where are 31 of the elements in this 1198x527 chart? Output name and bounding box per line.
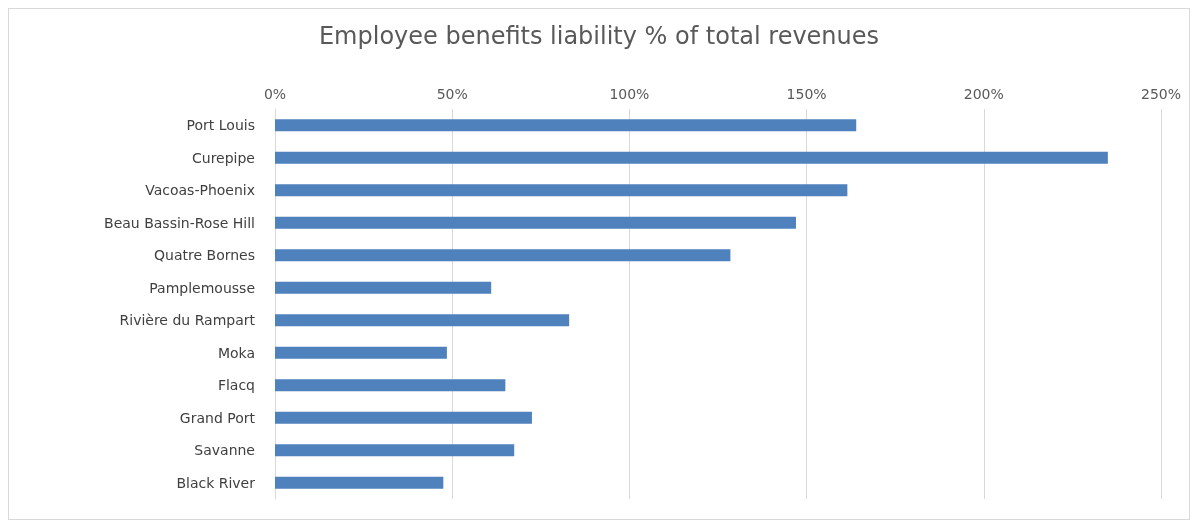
y-tick-label: Vacoas-Phoenix bbox=[145, 182, 255, 199]
bar bbox=[275, 411, 532, 424]
bar bbox=[275, 216, 796, 229]
bar bbox=[275, 151, 1108, 164]
bar bbox=[275, 184, 848, 197]
y-tick-label: Grand Port bbox=[179, 409, 256, 426]
y-tick-label: Moka bbox=[217, 344, 255, 361]
bar bbox=[275, 444, 515, 457]
x-tick-label: 150% bbox=[786, 86, 827, 102]
bar bbox=[275, 346, 447, 359]
y-tick-label: Quatre Bornes bbox=[154, 247, 255, 264]
y-tick-label: Curepipe bbox=[192, 149, 255, 166]
x-tick-label: 0% bbox=[263, 86, 287, 102]
x-tick-label: 50% bbox=[436, 86, 468, 102]
y-tick-label: Flacq bbox=[217, 377, 255, 394]
bar bbox=[275, 314, 570, 327]
x-tick-label: 200% bbox=[963, 86, 1004, 102]
y-tick-label: Beau Bassin-Rose Hill bbox=[104, 214, 255, 231]
chart-title: Employee benefits liability % of total revenues bbox=[318, 22, 880, 50]
y-tick-label: Savanne bbox=[194, 442, 255, 459]
y-tick-label: Pamplemousse bbox=[149, 279, 255, 296]
bar bbox=[275, 379, 506, 392]
x-tick-label: 250% bbox=[1140, 86, 1182, 102]
y-tick-label: Rivière du Rampart bbox=[119, 312, 256, 329]
bar bbox=[275, 476, 444, 489]
y-tick-label: Black River bbox=[176, 474, 256, 491]
bar bbox=[275, 281, 492, 294]
bar bbox=[275, 249, 731, 262]
y-tick-label: Port Louis bbox=[186, 117, 255, 134]
x-tick-label: 100% bbox=[609, 86, 650, 102]
bar bbox=[275, 119, 857, 132]
